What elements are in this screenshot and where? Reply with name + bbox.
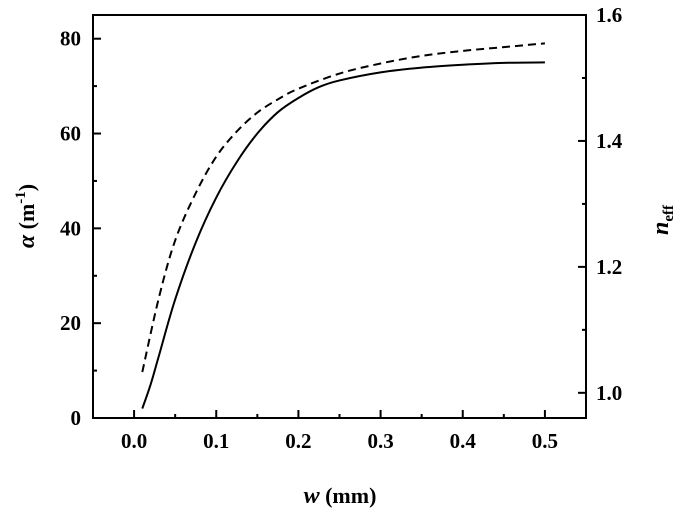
series-layer [141,42,546,409]
y-left-tick-label: 0 [71,406,82,430]
x-tick-label: 0.3 [367,429,393,453]
x-tick-label: 0.2 [285,429,311,453]
x-tick-label: 0.4 [450,429,477,453]
y-left-axis-ticks: 0 20 40 60 80 [60,27,101,430]
y-right-tick-label: 1.6 [596,3,622,27]
y-left-tick-label: 60 [60,122,81,146]
series-neff-dashed-line [141,42,546,373]
x-axis-ticks: 0.0 0.1 0.2 0.3 0.4 0.5 [121,410,587,453]
x-tick-label: 0.1 [203,429,229,453]
plot-frame [92,14,587,419]
y-left-tick-label: 80 [60,27,81,51]
y-left-tick-label: 20 [60,311,81,335]
series-alpha-solid-line [141,61,545,409]
y-right-axis-title: neff [648,204,677,235]
y-right-tick-label: 1.4 [596,129,623,153]
y-right-tick-label: 1.0 [596,381,622,405]
x-tick-label: 0.5 [532,429,558,453]
x-axis-title: w (mm) [304,483,377,509]
x-tick-label: 0.0 [121,429,147,453]
y-right-tick-label: 1.2 [596,255,622,279]
y-left-axis-title: α (m-1) [13,184,40,248]
y-left-tick-label: 40 [60,216,81,240]
y-right-axis-ticks: 1.0 1.2 1.4 1.6 [578,3,623,405]
